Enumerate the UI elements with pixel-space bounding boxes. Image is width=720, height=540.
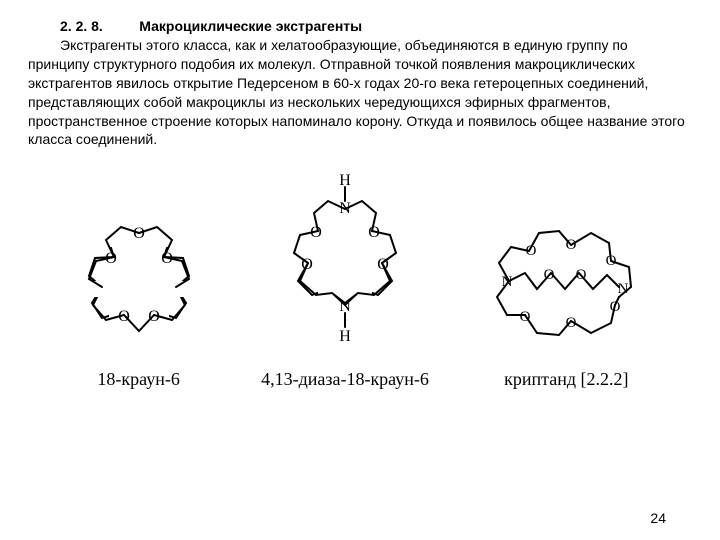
svg-text:O: O [606,253,617,269]
svg-text:O: O [526,243,537,259]
section-heading: 2. 2. 8. Макроциклические экстрагенты [28,18,692,36]
page-content: 2. 2. 8. Макроциклические экстрагенты Эк… [0,0,720,390]
svg-text:O: O [310,224,322,241]
crown-6-icon: O O O O O O O O O [59,203,219,363]
diaza-crown-icon: H N O O O O N H [260,173,430,363]
structure-1: O O O O O O O O O [59,203,219,390]
cryptand-icon: N N O O O O O O O O [471,203,661,363]
section-number: 2. 2. 8. [60,18,103,34]
structure-3-label: криптанд [2.2.2] [504,369,628,390]
svg-text:O: O [544,267,555,283]
svg-text:O: O [118,308,130,325]
svg-text:N: N [618,281,629,297]
svg-text:O: O [148,308,160,325]
svg-text:O: O [133,225,145,242]
structure-1-label: 18-краун-6 [97,369,179,390]
page-number: 24 [650,510,666,526]
svg-text:N: N [339,200,351,217]
svg-text:H: H [339,173,351,189]
structure-3: N N O O O O O O O O криптанд [2.2.2] [471,203,661,390]
svg-text:O: O [576,267,587,283]
svg-text:O: O [610,299,621,315]
structures-row: O O O O O O O O O [28,173,692,390]
svg-text:N: N [502,274,513,290]
paragraph-text: Экстрагенты этого класса, как и хелатооб… [28,36,692,149]
svg-text:O: O [566,315,577,331]
svg-text:O: O [520,309,531,325]
svg-text:O: O [368,224,380,241]
svg-text:O: O [566,237,577,253]
svg-text:H: H [339,328,351,345]
structure-2: H N O O O O N H 4,13-диаза-18-краун-6 [260,173,430,390]
structure-2-label: 4,13-диаза-18-краун-6 [261,369,429,390]
section-title: Макроциклические экстрагенты [139,18,362,34]
